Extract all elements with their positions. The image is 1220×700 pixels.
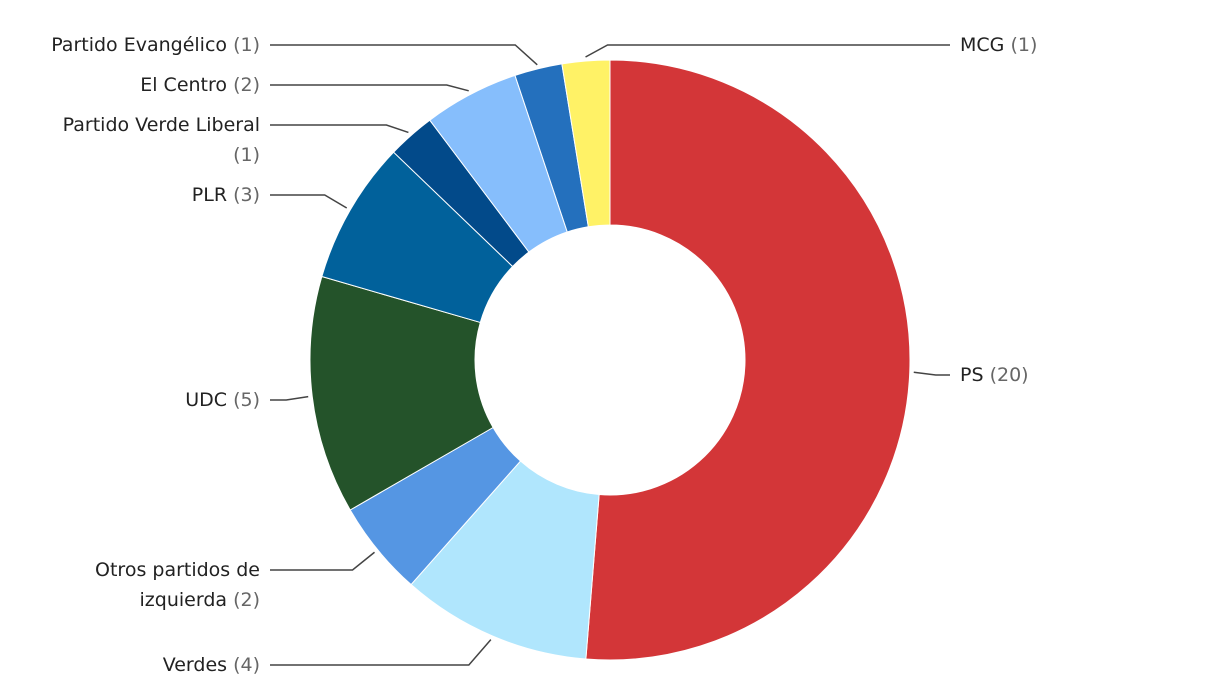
value-label: (5) [233, 389, 260, 411]
leader-line [270, 395, 309, 401]
category-label: UDC [185, 389, 228, 411]
slice [561, 59, 611, 228]
slice [410, 460, 600, 660]
category-label: Partido Verde Liberal [62, 114, 260, 136]
slice-label: PS (20) [960, 360, 1200, 390]
slice-label: Partido Evangélico (1) [0, 30, 260, 60]
slice-label: Partido Verde Liberal (1) [40, 110, 260, 170]
slice [585, 59, 911, 661]
category-label: MCG [960, 34, 1005, 56]
leader-line [270, 194, 348, 209]
leader-line [270, 551, 375, 571]
value-label: (20) [989, 364, 1029, 386]
leader-line [913, 371, 950, 376]
leader-line [585, 44, 950, 58]
category-label: Partido Evangélico [51, 34, 228, 56]
value-label: (3) [233, 184, 260, 206]
slice-label: El Centro (2) [20, 70, 260, 100]
slice [309, 275, 494, 511]
value-label: (2) [233, 589, 260, 611]
value-label: (1) [233, 34, 260, 56]
slice-label: Verdes (4) [20, 650, 260, 680]
value-label: (1) [1010, 34, 1038, 56]
category-label: El Centro [140, 74, 228, 96]
slice-label: PLR (3) [20, 180, 260, 210]
leader-line [270, 639, 492, 666]
leader-line [270, 124, 409, 134]
value-label: (2) [233, 74, 260, 96]
slice-label: Otros partidos de izquierda (2) [60, 555, 260, 615]
value-label: (1) [233, 144, 260, 166]
leader-line [270, 84, 469, 92]
category-label: PS [960, 364, 984, 386]
category-label: PLR [191, 184, 228, 206]
category-label: Otros partidos de izquierda [95, 559, 260, 611]
leader-line [270, 44, 538, 66]
slice-label: MCG (1) [960, 30, 1200, 60]
category-label: Verdes [162, 654, 228, 676]
slice-label: UDC (5) [20, 385, 260, 415]
value-label: (4) [233, 654, 260, 676]
